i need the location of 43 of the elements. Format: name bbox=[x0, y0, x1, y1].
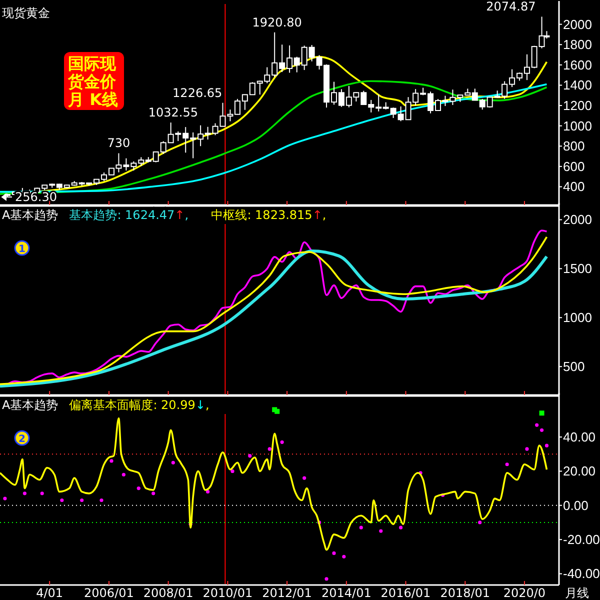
annotation: 1226.65 bbox=[172, 86, 222, 100]
annotation: 2074.87 bbox=[486, 0, 536, 14]
y-tick-label: -40.00 bbox=[563, 566, 600, 582]
x-tick-label: 2020/0 bbox=[503, 586, 546, 600]
y-tick-label: 0.00 bbox=[563, 498, 588, 513]
y-tick-label: 1200 bbox=[563, 98, 592, 114]
annotation: 国际现货金价月 K线 bbox=[67, 54, 118, 109]
annotation: 730 bbox=[107, 136, 130, 150]
y-tick-label: -20.00 bbox=[563, 532, 600, 548]
x-tick-label: 2016/01 bbox=[380, 586, 431, 600]
y-tick-label: 1600 bbox=[563, 57, 592, 72]
chart-title: A基本趋势 bbox=[2, 398, 58, 412]
y-tick-label: 1800 bbox=[563, 37, 592, 52]
y-tick-label: 600 bbox=[563, 158, 585, 174]
annotation: 1032.55 bbox=[148, 106, 198, 120]
y-tick-label: 2000 bbox=[563, 212, 592, 228]
text: 中枢线: 1823.815↑, bbox=[211, 208, 326, 222]
annotation: 256.30 bbox=[15, 190, 57, 204]
y-tick-label: 500 bbox=[563, 359, 585, 374]
y-tick-label: 1500 bbox=[563, 261, 592, 276]
y-tick-label: 800 bbox=[563, 138, 585, 154]
y-tick-label: 1000 bbox=[563, 118, 592, 134]
annotation: 1 bbox=[18, 244, 26, 255]
x-tick-label: 4/01 bbox=[36, 586, 64, 600]
x-tick-label: 2014/01 bbox=[321, 586, 372, 600]
x-tick-label: 2012/01 bbox=[262, 586, 312, 600]
text: 基本趋势: 1624.47↑, bbox=[69, 208, 189, 222]
y-tick-label: 1400 bbox=[563, 78, 592, 93]
y-tick-label: 400 bbox=[563, 179, 585, 194]
x-tick-label: 2008/01 bbox=[143, 586, 194, 600]
chart-title: 现货黄金 bbox=[2, 6, 50, 20]
y-tick-label: 40.00 bbox=[563, 430, 596, 445]
annotation: 1920.80 bbox=[252, 15, 302, 30]
x-axis-title: 月线 bbox=[565, 586, 589, 600]
y-tick-label: 1000 bbox=[563, 310, 592, 326]
y-tick-label: 20.00 bbox=[563, 464, 596, 479]
chart-title: A基本趋势 bbox=[2, 208, 58, 222]
x-tick-label: 2018/01 bbox=[440, 586, 490, 600]
text: 偏离基本面幅度: 20.99↓, bbox=[69, 398, 210, 412]
annotation: 2 bbox=[18, 434, 26, 445]
x-tick-label: 2010/01 bbox=[202, 586, 253, 600]
x-tick-label: 2006/01 bbox=[84, 586, 134, 600]
y-tick-label: 2000 bbox=[563, 16, 592, 32]
